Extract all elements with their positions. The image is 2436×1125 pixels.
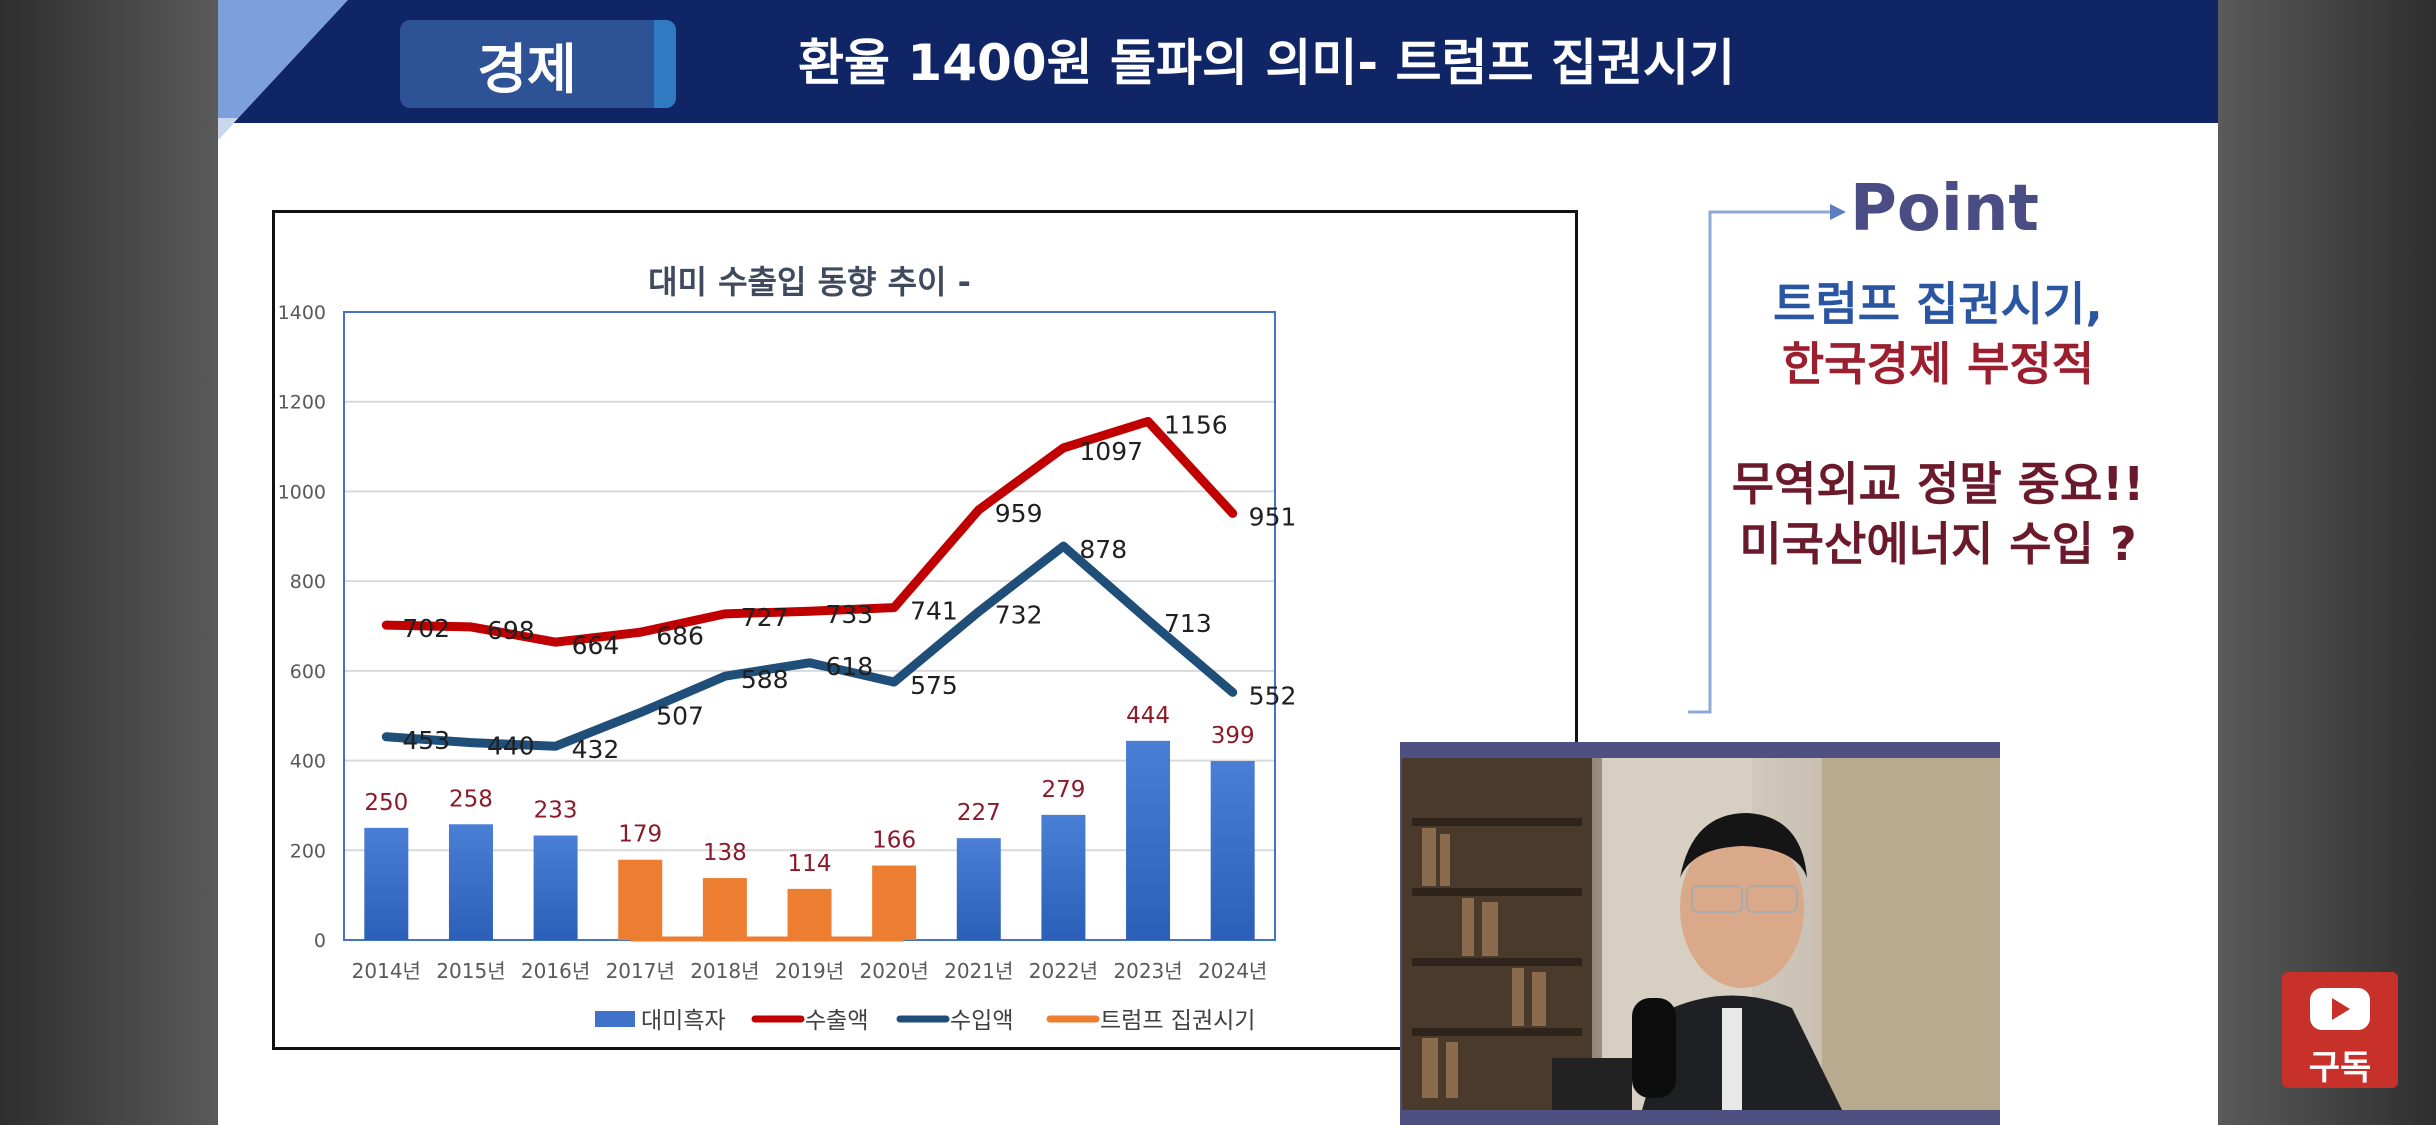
legend-label: 수입액 xyxy=(950,1008,1013,1034)
right-background xyxy=(2218,0,2436,1125)
y-tick-label: 800 xyxy=(290,571,326,593)
x-tick-label: 2021년 xyxy=(944,959,1013,983)
bar-value-label: 114 xyxy=(788,851,832,877)
y-tick-label: 200 xyxy=(290,840,326,862)
x-tick-label: 2016년 xyxy=(521,959,590,983)
subscribe-button[interactable]: 구독 xyxy=(2282,972,2398,1088)
x-tick-label: 2024년 xyxy=(1198,959,1267,983)
x-tick-label: 2020년 xyxy=(859,959,928,983)
legend-label: 대미흑자 xyxy=(641,1008,726,1034)
bar-value-label: 399 xyxy=(1211,723,1255,749)
legend-swatch xyxy=(595,1011,635,1027)
export-value-label: 959 xyxy=(995,499,1043,528)
point-line-3: 무역외교 정말 중요!! xyxy=(1731,457,2145,511)
bar-value-label: 250 xyxy=(364,790,408,816)
import-value-label: 552 xyxy=(1249,681,1297,710)
webcam-video[interactable] xyxy=(1402,758,2000,1110)
y-tick-label: 1000 xyxy=(278,481,326,503)
import-value-label: 575 xyxy=(910,671,958,700)
slide: 경제 환율 1400원 돌파의 의미- 트럼프 집권시기 대미 수출입 동향 추… xyxy=(218,0,2218,1125)
bar-2021년 xyxy=(956,838,1001,940)
x-tick-label: 2023년 xyxy=(1113,959,1182,983)
bar-2015년 xyxy=(448,824,493,940)
trade-chart: 대미 수출입 동향 추이 - 0 200 400 600 800 1000 1200 1400 2… xyxy=(278,263,1297,1034)
bar-value-label: 279 xyxy=(1041,777,1085,803)
bar-2018년 xyxy=(702,878,747,940)
chart-container: 대미 수출입 동향 추이 - 0 200 400 600 800 1000 1200 1400 2… xyxy=(272,210,1578,1050)
export-value-label: 951 xyxy=(1249,502,1297,531)
import-value-label: 878 xyxy=(1079,535,1127,564)
bar-2020년 xyxy=(872,865,917,940)
import-value-label: 440 xyxy=(487,732,535,761)
y-tick-label: 1400 xyxy=(278,302,326,324)
export-value-label: 1097 xyxy=(1079,437,1143,466)
webcam-scene xyxy=(1402,758,2000,1110)
import-value-label: 618 xyxy=(826,652,874,681)
export-value-label: 1156 xyxy=(1164,410,1228,439)
bar-value-label: 444 xyxy=(1126,703,1170,729)
export-value-label: 686 xyxy=(656,621,704,650)
y-tick-label: 1200 xyxy=(278,392,326,414)
bar-2016년 xyxy=(533,835,578,940)
y-tick-label: 600 xyxy=(290,661,326,683)
x-tick-label: 2014년 xyxy=(352,959,421,983)
x-tick-label: 2017년 xyxy=(606,959,675,983)
left-background xyxy=(0,0,218,1125)
point-bracket xyxy=(1688,204,1846,714)
bar-2022년 xyxy=(1041,814,1086,940)
point-line-2: 한국경제 부정적 xyxy=(1781,337,2095,391)
category-badge: 경제 xyxy=(400,20,676,108)
bar-2014년 xyxy=(364,827,409,940)
youtube-play-icon xyxy=(2310,988,2370,1030)
import-value-label: 732 xyxy=(995,601,1043,630)
y-tick-label: 400 xyxy=(290,751,326,773)
x-tick-label: 2018년 xyxy=(690,959,759,983)
corner-decoration xyxy=(218,0,348,140)
import-value-label: 507 xyxy=(656,702,704,731)
x-tick-label: 2019년 xyxy=(775,959,844,983)
point-title: Point xyxy=(1850,172,2039,246)
slide-title: 환율 1400원 돌파의 의미- 트럼프 집권시기 xyxy=(798,34,1735,92)
bar-2019년 xyxy=(787,888,832,940)
bar-value-label: 227 xyxy=(957,800,1001,826)
bar-value-label: 166 xyxy=(872,828,916,854)
import-line xyxy=(381,541,1238,751)
import-value-label: 588 xyxy=(741,665,789,694)
export-value-label: 702 xyxy=(402,614,450,643)
bar-value-label: 258 xyxy=(449,786,493,812)
point-line-4: 미국산에너지 수입 ? xyxy=(1739,517,2137,571)
legend-label: 수출액 xyxy=(805,1008,868,1034)
subscribe-label: 구독 xyxy=(2308,1048,2372,1088)
export-value-label: 741 xyxy=(910,597,958,626)
chart-title: 대미 수출입 동향 추이 - xyxy=(648,263,971,301)
y-tick-label: 0 xyxy=(314,930,326,952)
x-tick-label: 2022년 xyxy=(1029,959,1098,983)
export-value-label: 733 xyxy=(826,600,874,629)
bar-value-label: 233 xyxy=(534,797,578,823)
bar-2017년 xyxy=(618,859,663,940)
x-tick-label: 2015년 xyxy=(436,959,505,983)
import-value-label: 453 xyxy=(402,726,450,755)
bar-2023년 xyxy=(1126,740,1171,940)
export-value-label: 727 xyxy=(741,603,789,632)
import-value-label: 432 xyxy=(572,735,620,764)
legend-label: 트럼프 집권시기 xyxy=(1100,1008,1255,1034)
point-line-1: 트럼프 집권시기, xyxy=(1773,277,2103,331)
bar-value-label: 138 xyxy=(703,840,747,866)
export-value-label: 664 xyxy=(572,631,620,660)
bar-2024년 xyxy=(1210,761,1255,940)
bar-value-label: 179 xyxy=(618,822,662,848)
export-line xyxy=(381,416,1238,647)
import-value-label: 713 xyxy=(1164,609,1212,638)
export-value-label: 698 xyxy=(487,616,535,645)
